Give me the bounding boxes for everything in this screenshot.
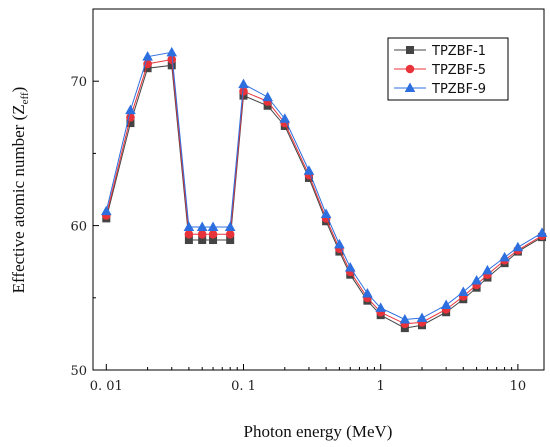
data-point — [100, 205, 112, 216]
data-point — [536, 227, 548, 237]
data-point — [499, 251, 510, 262]
data-point — [457, 286, 469, 297]
legend-marker — [405, 64, 415, 74]
data-point — [143, 64, 152, 73]
data-point — [225, 229, 235, 239]
data-point — [416, 312, 428, 323]
data-point — [344, 261, 356, 272]
data-point — [196, 221, 208, 232]
legend-label: TPZBF-5 — [431, 63, 486, 78]
axis-ticks — [93, 80, 519, 371]
y-tick-labels: 50 60 70 — [70, 75, 87, 379]
data-point — [334, 238, 345, 249]
data-point — [375, 302, 386, 312]
legend-item: TPZBF-9 — [394, 82, 486, 97]
data-point — [143, 59, 152, 69]
data-point — [399, 313, 411, 324]
x-tick-label: 0. 1 — [231, 379, 256, 394]
data-point — [142, 51, 153, 61]
series-TPZBF-1 — [102, 61, 547, 333]
x-axis-label: Photon energy (MeV) — [244, 422, 393, 441]
data-point — [198, 236, 207, 245]
data-point — [262, 91, 273, 102]
legend-item: TPZBF-5 — [394, 63, 486, 78]
data-point — [197, 229, 207, 239]
series-layer — [100, 46, 548, 333]
data-point — [125, 104, 136, 115]
data-point — [166, 46, 178, 57]
x-tick-label: 0. 01 — [90, 379, 123, 394]
y-tick-label: 70 — [70, 75, 87, 90]
data-point — [471, 274, 482, 285]
data-point — [184, 236, 193, 245]
data-point — [512, 241, 524, 252]
series-TPZBF-9 — [100, 46, 548, 324]
data-point — [238, 78, 249, 89]
legend-label: TPZBF-9 — [431, 82, 486, 97]
y-tick-label: 50 — [70, 364, 87, 379]
legend-label: TPZBF-1 — [431, 44, 486, 59]
legend-marker — [404, 82, 416, 92]
data-point — [239, 87, 248, 96]
data-point — [126, 113, 135, 122]
data-point — [440, 299, 452, 310]
data-point — [226, 236, 235, 245]
data-point — [320, 208, 332, 219]
data-point — [303, 165, 315, 175]
data-point — [126, 119, 135, 128]
plot-frame — [92, 8, 545, 371]
data-point — [224, 221, 236, 232]
x-tick-label: 10 — [510, 379, 527, 394]
data-point — [167, 55, 177, 64]
data-point — [209, 236, 218, 245]
data-point — [263, 101, 272, 110]
data-point — [207, 221, 219, 232]
x-tick-labels: 0. 01 0. 1 1 10 — [90, 379, 526, 394]
data-point — [167, 61, 176, 70]
x-tick-label: 1 — [377, 379, 385, 394]
legend-item: TPZBF-1 — [394, 44, 486, 59]
data-point — [400, 324, 409, 333]
data-point — [279, 113, 291, 123]
data-point — [208, 229, 218, 239]
legend: TPZBF-1 TPZBF-5 TPZBF-9 — [387, 37, 509, 101]
legend-marker — [406, 46, 414, 54]
data-point — [183, 221, 195, 232]
data-point — [362, 287, 373, 298]
y-tick-label: 60 — [70, 220, 87, 235]
data-point — [184, 229, 194, 239]
y-axis-label: Effective atomic number (Zeff) — [9, 87, 31, 294]
data-point — [482, 264, 493, 275]
